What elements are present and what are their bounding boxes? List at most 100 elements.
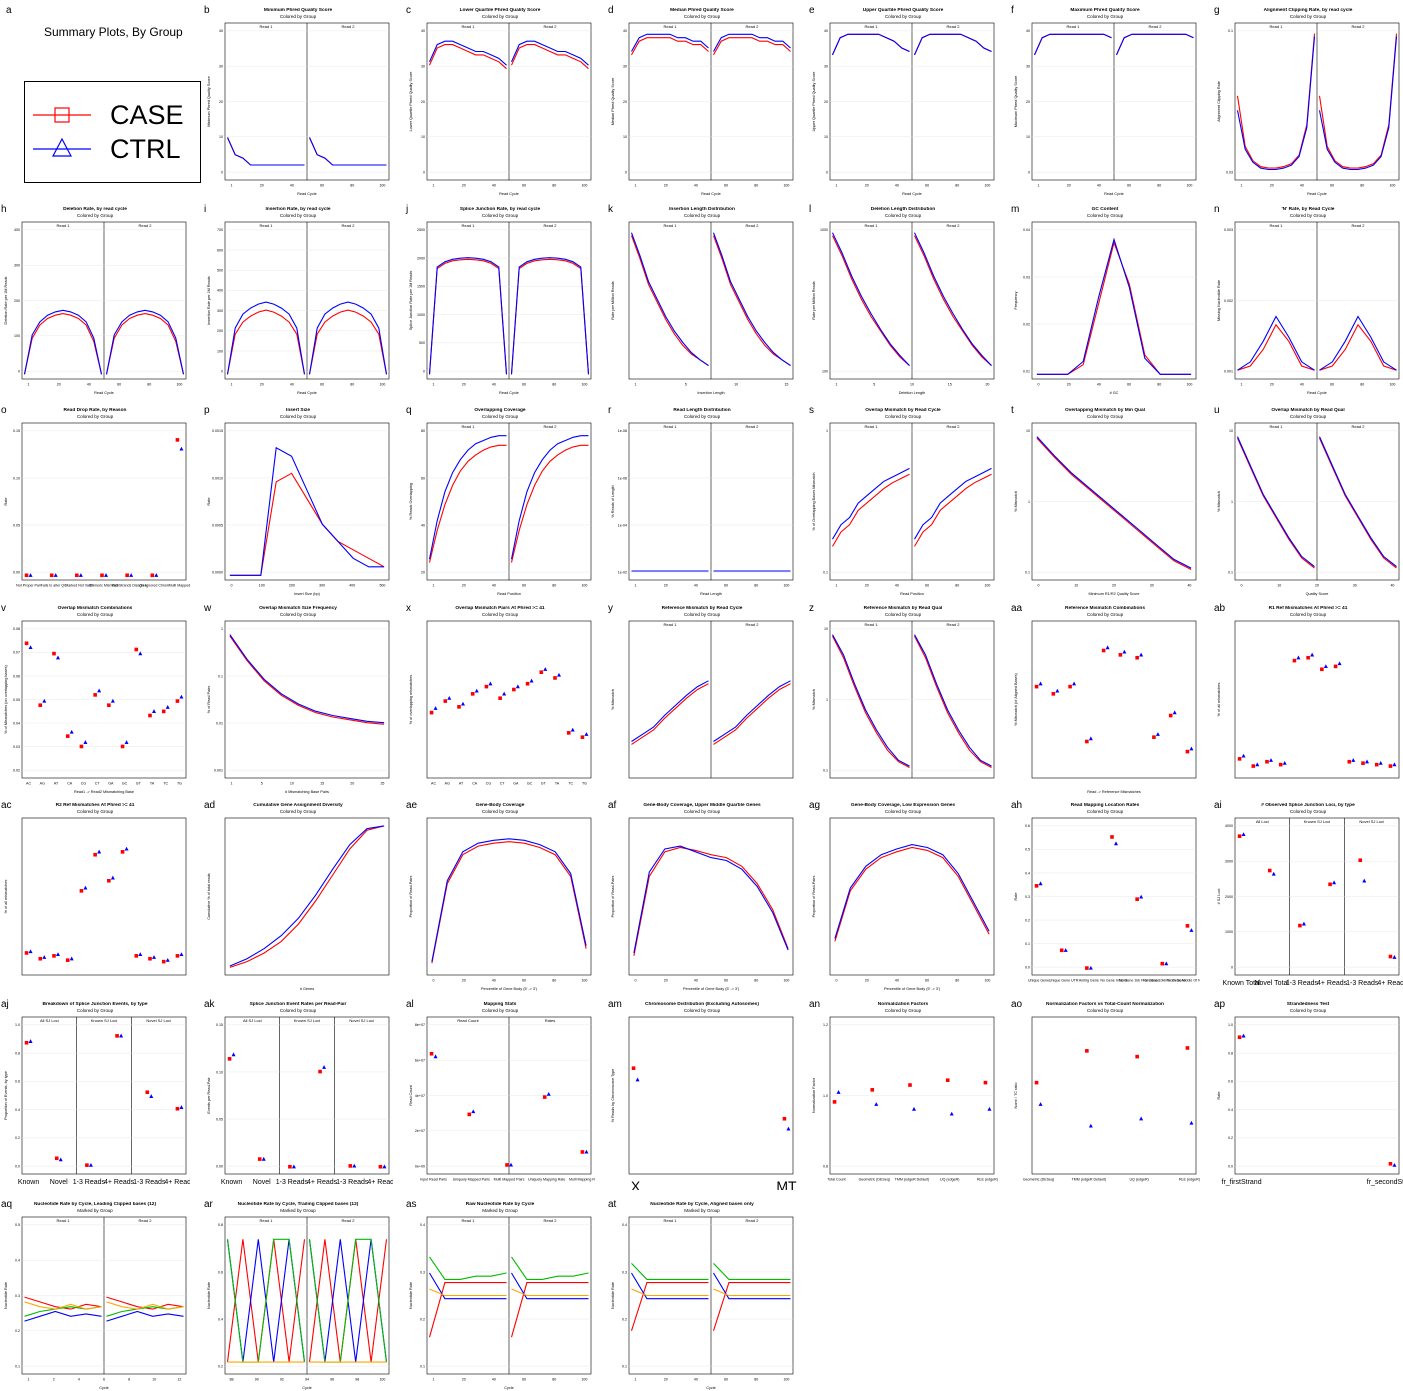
facet-label: Read 2 [342, 223, 356, 228]
x-tick-label: 60 [522, 1378, 526, 1382]
chart-subtitle: Colored by Group [279, 14, 317, 19]
data-point-case [100, 573, 104, 578]
chart-subtitle: Colored by Group [683, 14, 721, 19]
panel-letter: aq [1, 1199, 13, 1210]
y-tick-label: 0.01 [1023, 369, 1030, 373]
data-point-ctrl [1332, 880, 1337, 885]
x-tick-label: 40 [895, 184, 899, 188]
series-line-case [510, 258, 590, 375]
chart-panel-c: c Lower Quartile Phred Quality Score Color… [405, 3, 595, 196]
plot-frame [224, 1016, 390, 1175]
series-line-case [832, 235, 910, 367]
chart-panel-s: s Overlap Mismatch by Read Cycle Colored b… [808, 403, 998, 596]
x-tick-label: Known Total [1223, 980, 1261, 987]
data-point-ctrl [949, 1111, 954, 1116]
x-tick-label: 80 [1157, 184, 1161, 188]
x-tick-label: 40 [290, 383, 294, 387]
series-line-case [1115, 33, 1194, 56]
data-point-ctrl [138, 952, 143, 957]
facet-label: Read 1 [664, 424, 678, 429]
x-tick-label: 20 [865, 979, 869, 983]
series-line-case [229, 635, 385, 725]
x-tick-label: 0 [1241, 584, 1243, 588]
x-tick-label: 0 [836, 979, 838, 983]
facet-label: Read 2 [342, 1218, 356, 1223]
x-tick-label: RLE (edgeR) [1179, 1178, 1200, 1182]
chart-panel-y: y Reference Mismatch by Read Cycle Colored… [607, 601, 797, 794]
series-line-t [24, 1301, 102, 1310]
chart-svg: 0.0 0.2 0.4 0.6 0.8 1.0 fr_firstStrand fr_secon… [1217, 1016, 1403, 1186]
series-line-case [229, 472, 385, 576]
data-point-case [175, 1106, 180, 1111]
chart-subtitle: Colored by Group [481, 809, 519, 814]
data-point-case [134, 954, 139, 958]
y-tick-label: 10 [1026, 135, 1030, 139]
x-tick-label: 1 [28, 1378, 30, 1382]
data-point-case [52, 651, 56, 656]
chart-title: Deletion Rate, by read cycle [63, 207, 127, 212]
chart-svg: All SJ Loci Known SJ Loci Novel SJ Loci 0.0… [4, 1016, 190, 1186]
series-line-ctrl [834, 844, 990, 939]
chart-subtitle: Colored by Group [683, 809, 721, 814]
series-line-case [1033, 33, 1112, 56]
data-point-case [580, 735, 585, 739]
data-point-case [134, 647, 139, 652]
data-point-ctrl [83, 740, 88, 744]
data-point-case [1135, 655, 1139, 660]
y-tick-label: 40 [421, 523, 425, 527]
data-point-ctrl [1088, 965, 1093, 970]
x-tick-label: Uniquely Mapping Rate [528, 1178, 565, 1182]
chart-panel-q: q Overlapping Coverage Colored by Group Rea… [405, 403, 595, 596]
data-point-case [1085, 1049, 1089, 1053]
data-point-ctrl [55, 952, 60, 957]
chart-panel-an: an Normalization Factors Colored by Group 0… [808, 997, 998, 1190]
chart-panel-o: o Read Drop Rate, by Reason Colored by Gro… [0, 403, 190, 596]
x-tick-label: 1 [231, 782, 233, 786]
y-tick-label: 300 [14, 263, 20, 267]
x-tick-label: AC [26, 782, 31, 786]
data-point-ctrl [154, 573, 159, 577]
x-tick-label: 20 [1067, 383, 1071, 387]
y-tick-label: 0.1 [420, 1364, 425, 1368]
data-point-ctrl [570, 727, 575, 732]
y-tick-label: 0 [423, 170, 425, 174]
chart-panel-al: al Mapping Stats Colored by Group Read Coun… [405, 997, 595, 1190]
series-line-case [631, 683, 709, 745]
facet-label: Read 1 [664, 622, 678, 627]
chart-panel-as: as Raw Nucleotide Rate by Cycle Marked by … [405, 1197, 595, 1390]
x-tick-label: 80 [350, 184, 354, 188]
y-axis-label: Proportion of Read-Pairs [812, 876, 816, 918]
x-tick-label: Multi Mapped Pairs [494, 1178, 525, 1182]
x-tick-label: 40 [1097, 383, 1101, 387]
data-point-case [1292, 658, 1297, 663]
series-line-case [914, 635, 992, 768]
x-tick-label: 80 [1360, 383, 1364, 387]
y-axis-label: % Reads by Chromosome Type [611, 1069, 615, 1123]
panel-letter: b [204, 5, 210, 16]
x-axis-label: Cycle [302, 1386, 312, 1390]
data-point-ctrl [460, 701, 465, 706]
x-tick-label: 40 [895, 979, 899, 983]
series-line-c [24, 1310, 102, 1322]
y-tick-label: 0.8 [15, 1051, 20, 1055]
y-tick-label: 10 [824, 135, 828, 139]
y-tick-label: 0.0005 [212, 523, 223, 527]
x-tick-label: 300 [319, 584, 325, 588]
chart-panel-af: af Gene-Body Coverage, Upper Middle Quart… [607, 798, 797, 991]
y-tick-label: 40 [1026, 29, 1030, 33]
x-tick-label: 80 [955, 184, 959, 188]
chart-subtitle: Colored by Group [1289, 14, 1327, 19]
data-point-case [175, 438, 180, 442]
x-axis-label: Read -> Reference Mismatches [1087, 790, 1141, 794]
data-point-case [443, 699, 448, 703]
y-tick-label: 0.03 [1023, 275, 1030, 279]
x-tick-label: 20 [462, 1378, 466, 1382]
data-point-case [983, 1080, 988, 1085]
panel-letter-a: a [6, 5, 12, 16]
x-tick-label: 20 [350, 782, 354, 786]
x-tick-label: 60 [522, 979, 526, 983]
x-tick-label: 1 [1241, 184, 1243, 188]
series-line-a [24, 1296, 102, 1310]
